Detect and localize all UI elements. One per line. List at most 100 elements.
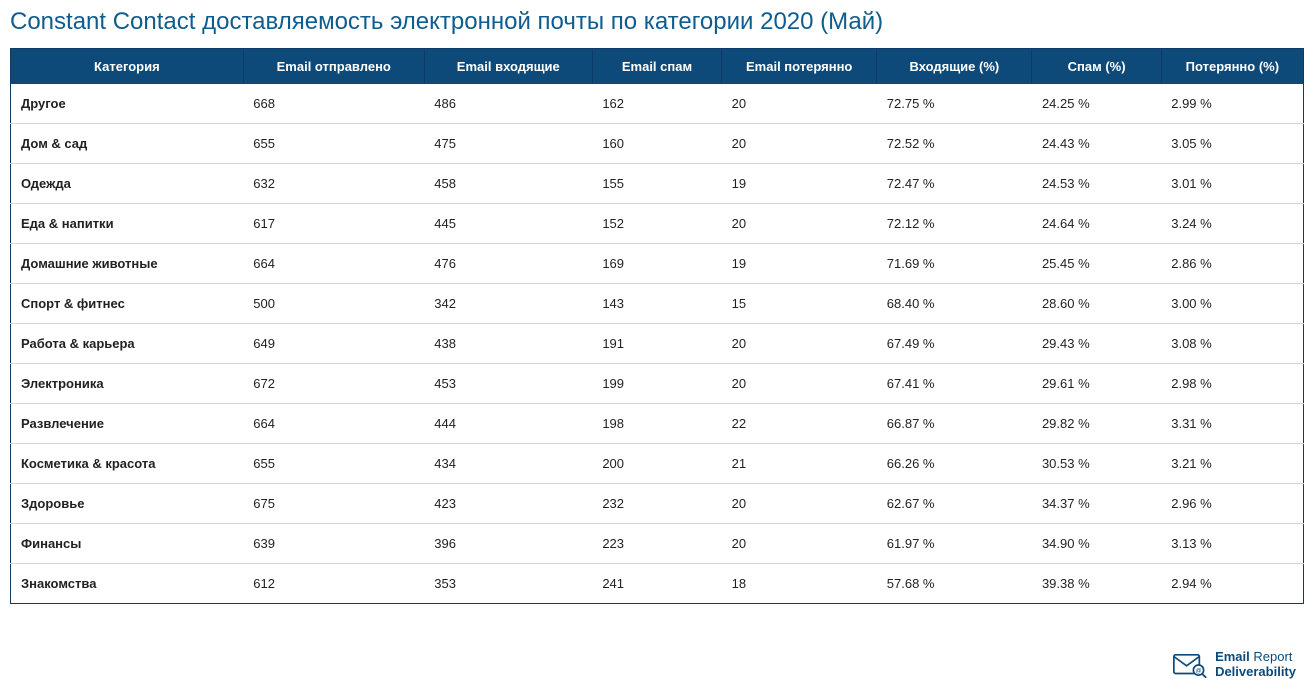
cell-spam_pct: 29.43 % bbox=[1032, 324, 1161, 364]
page-title: Constant Contact доставляемость электрон… bbox=[10, 8, 1304, 36]
cell-spam_pct: 24.43 % bbox=[1032, 124, 1161, 164]
cell-spam_pct: 39.38 % bbox=[1032, 564, 1161, 604]
cell-spam_pct: 29.82 % bbox=[1032, 404, 1161, 444]
cell-spam: 160 bbox=[592, 124, 721, 164]
cell-category: Электроника bbox=[11, 364, 244, 404]
cell-category: Одежда bbox=[11, 164, 244, 204]
cell-inbox: 445 bbox=[424, 204, 592, 244]
cell-spam_pct: 24.53 % bbox=[1032, 164, 1161, 204]
cell-category: Косметика & красота bbox=[11, 444, 244, 484]
cell-inbox_pct: 68.40 % bbox=[877, 284, 1032, 324]
cell-spam_pct: 25.45 % bbox=[1032, 244, 1161, 284]
deliverability-table: Категория Email отправлено Email входящи… bbox=[10, 48, 1304, 604]
svg-text:@: @ bbox=[1196, 669, 1202, 675]
cell-inbox_pct: 72.52 % bbox=[877, 124, 1032, 164]
cell-lost: 22 bbox=[722, 404, 877, 444]
brand-line1-b: Report bbox=[1253, 649, 1292, 664]
cell-inbox: 453 bbox=[424, 364, 592, 404]
cell-lost_pct: 3.01 % bbox=[1161, 164, 1303, 204]
cell-sent: 672 bbox=[243, 364, 424, 404]
cell-sent: 649 bbox=[243, 324, 424, 364]
cell-lost: 18 bbox=[722, 564, 877, 604]
cell-category: Еда & напитки bbox=[11, 204, 244, 244]
cell-inbox_pct: 72.12 % bbox=[877, 204, 1032, 244]
cell-lost: 20 bbox=[722, 324, 877, 364]
cell-category: Развлечение bbox=[11, 404, 244, 444]
cell-lost_pct: 3.31 % bbox=[1161, 404, 1303, 444]
cell-spam: 143 bbox=[592, 284, 721, 324]
cell-inbox: 434 bbox=[424, 444, 592, 484]
table-row: Другое6684861622072.75 %24.25 %2.99 % bbox=[11, 84, 1304, 124]
col-inbox-pct: Входящие (%) bbox=[877, 49, 1032, 85]
table-row: Еда & напитки6174451522072.12 %24.64 %3.… bbox=[11, 204, 1304, 244]
col-category: Категория bbox=[11, 49, 244, 85]
cell-category: Финансы bbox=[11, 524, 244, 564]
col-lost: Email потерянно bbox=[722, 49, 877, 85]
cell-lost: 20 bbox=[722, 484, 877, 524]
cell-inbox_pct: 61.97 % bbox=[877, 524, 1032, 564]
cell-inbox: 396 bbox=[424, 524, 592, 564]
cell-category: Работа & карьера bbox=[11, 324, 244, 364]
cell-sent: 655 bbox=[243, 124, 424, 164]
cell-spam: 198 bbox=[592, 404, 721, 444]
cell-lost_pct: 3.21 % bbox=[1161, 444, 1303, 484]
col-sent: Email отправлено bbox=[243, 49, 424, 85]
cell-lost: 20 bbox=[722, 524, 877, 564]
cell-category: Знакомства bbox=[11, 564, 244, 604]
cell-lost: 20 bbox=[722, 124, 877, 164]
cell-inbox: 438 bbox=[424, 324, 592, 364]
cell-lost_pct: 2.86 % bbox=[1161, 244, 1303, 284]
cell-inbox: 444 bbox=[424, 404, 592, 444]
cell-category: Домашние животные bbox=[11, 244, 244, 284]
cell-lost: 20 bbox=[722, 204, 877, 244]
table-row: Развлечение6644441982266.87 %29.82 %3.31… bbox=[11, 404, 1304, 444]
cell-spam_pct: 24.64 % bbox=[1032, 204, 1161, 244]
table-row: Косметика & красота6554342002166.26 %30.… bbox=[11, 444, 1304, 484]
cell-lost_pct: 2.96 % bbox=[1161, 484, 1303, 524]
cell-spam: 200 bbox=[592, 444, 721, 484]
cell-lost: 21 bbox=[722, 444, 877, 484]
cell-spam: 169 bbox=[592, 244, 721, 284]
table-row: Дом & сад6554751602072.52 %24.43 %3.05 % bbox=[11, 124, 1304, 164]
table-row: Знакомства6123532411857.68 %39.38 %2.94 … bbox=[11, 564, 1304, 604]
col-lost-pct: Потерянно (%) bbox=[1161, 49, 1303, 85]
cell-lost_pct: 3.05 % bbox=[1161, 124, 1303, 164]
cell-inbox_pct: 72.75 % bbox=[877, 84, 1032, 124]
table-header-row: Категория Email отправлено Email входящи… bbox=[11, 49, 1304, 85]
brand-footer: @ Email Report Deliverability bbox=[1173, 650, 1296, 680]
cell-spam: 162 bbox=[592, 84, 721, 124]
cell-spam: 155 bbox=[592, 164, 721, 204]
cell-lost: 15 bbox=[722, 284, 877, 324]
cell-sent: 500 bbox=[243, 284, 424, 324]
cell-lost_pct: 3.24 % bbox=[1161, 204, 1303, 244]
table-row: Работа & карьера6494381912067.49 %29.43 … bbox=[11, 324, 1304, 364]
cell-category: Спорт & фитнес bbox=[11, 284, 244, 324]
envelope-magnify-icon: @ bbox=[1173, 652, 1207, 678]
cell-sent: 639 bbox=[243, 524, 424, 564]
cell-inbox: 486 bbox=[424, 84, 592, 124]
cell-sent: 617 bbox=[243, 204, 424, 244]
cell-inbox: 476 bbox=[424, 244, 592, 284]
cell-inbox_pct: 67.49 % bbox=[877, 324, 1032, 364]
cell-spam: 241 bbox=[592, 564, 721, 604]
cell-sent: 632 bbox=[243, 164, 424, 204]
cell-inbox_pct: 67.41 % bbox=[877, 364, 1032, 404]
cell-sent: 675 bbox=[243, 484, 424, 524]
cell-lost_pct: 2.99 % bbox=[1161, 84, 1303, 124]
cell-sent: 612 bbox=[243, 564, 424, 604]
cell-lost: 20 bbox=[722, 84, 877, 124]
cell-inbox_pct: 57.68 % bbox=[877, 564, 1032, 604]
cell-spam: 191 bbox=[592, 324, 721, 364]
cell-inbox_pct: 72.47 % bbox=[877, 164, 1032, 204]
cell-lost_pct: 3.13 % bbox=[1161, 524, 1303, 564]
cell-spam_pct: 34.37 % bbox=[1032, 484, 1161, 524]
cell-spam: 223 bbox=[592, 524, 721, 564]
cell-category: Дом & сад bbox=[11, 124, 244, 164]
cell-inbox: 475 bbox=[424, 124, 592, 164]
cell-spam_pct: 28.60 % bbox=[1032, 284, 1161, 324]
table-row: Одежда6324581551972.47 %24.53 %3.01 % bbox=[11, 164, 1304, 204]
cell-spam: 232 bbox=[592, 484, 721, 524]
cell-spam_pct: 24.25 % bbox=[1032, 84, 1161, 124]
table-body: Другое6684861622072.75 %24.25 %2.99 %Дом… bbox=[11, 84, 1304, 604]
cell-spam: 152 bbox=[592, 204, 721, 244]
